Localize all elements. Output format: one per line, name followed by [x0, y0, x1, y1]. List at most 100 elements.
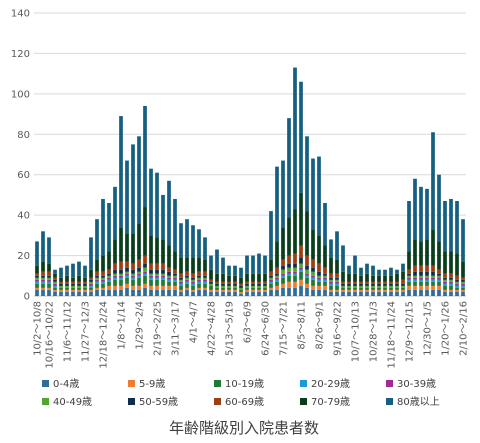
bar-segment: [347, 265, 351, 274]
bar-segment: [431, 229, 435, 266]
bar-segment: [95, 271, 99, 276]
bar-segment: [143, 283, 147, 288]
bar-segment: [287, 267, 291, 272]
bar-segment: [113, 273, 117, 276]
bar-segment: [383, 289, 387, 292]
bar-segment: [149, 279, 153, 286]
bar-segment: [197, 229, 201, 258]
bar-segment: [149, 235, 153, 264]
bar-segment: [53, 289, 57, 292]
x-tick-label: 9/16～9/22: [333, 301, 344, 356]
bar-segment: [161, 269, 165, 274]
bar-segment: [395, 273, 399, 282]
bar-segment: [335, 277, 339, 280]
bar-segment: [335, 259, 339, 274]
bar-segment: [53, 287, 57, 290]
bar-segment: [275, 277, 279, 280]
bar-segment: [449, 289, 453, 292]
bar-segment: [191, 279, 195, 282]
bar-segment: [113, 239, 117, 264]
bar-segment: [419, 289, 423, 296]
bar-segment: [89, 291, 93, 296]
bar-segment: [425, 277, 429, 280]
bar-segment: [113, 279, 117, 286]
bar-segment: [431, 275, 435, 278]
bar-segment: [455, 200, 459, 254]
bar-segment: [95, 219, 99, 260]
bar-segment: [293, 281, 297, 288]
bar-segment: [143, 255, 147, 264]
bar-segment: [197, 287, 201, 290]
bar-segment: [179, 223, 183, 258]
bar-segment: [365, 263, 369, 274]
bar-segment: [71, 263, 75, 278]
x-tick-label: 11/18～11/24: [387, 301, 398, 369]
bar-segment: [413, 285, 417, 290]
bar-segment: [71, 277, 75, 282]
bar-segment: [425, 265, 429, 272]
bar-segment: [329, 281, 333, 284]
bar-segment: [263, 283, 267, 286]
bar-segment: [233, 265, 237, 276]
bar-segment: [365, 289, 369, 292]
bar-segment: [191, 277, 195, 280]
bar-segment: [377, 281, 381, 284]
bar-segment: [437, 275, 441, 278]
bar-segment: [461, 289, 465, 292]
bar-segment: [185, 257, 189, 272]
bar-segment: [353, 255, 357, 274]
bar-segment: [209, 279, 213, 282]
bar-segment: [299, 285, 303, 296]
bar-segment: [239, 285, 243, 288]
bar-segment: [59, 283, 63, 286]
bar-segment: [167, 275, 171, 278]
bar-segment: [455, 253, 459, 276]
bar-segment: [371, 291, 375, 296]
bar-segment: [371, 289, 375, 292]
bar-segment: [221, 283, 225, 286]
bar-segment: [245, 289, 249, 292]
bar-segment: [455, 287, 459, 290]
bar-segment: [311, 158, 315, 230]
bar-segment: [299, 271, 303, 280]
bar-segment: [455, 289, 459, 292]
bar-segment: [281, 275, 285, 278]
bar-segment: [119, 285, 123, 290]
bar-segment: [95, 277, 99, 280]
bar-segment: [383, 287, 387, 290]
bar-segment: [275, 279, 279, 282]
x-tick-label: 2/19～2/25: [153, 301, 164, 356]
x-tick-label: 4/1～4/7: [189, 301, 200, 343]
bar-segment: [185, 281, 189, 284]
bar-segment: [281, 269, 285, 274]
bar-segment: [185, 289, 189, 296]
bar-segment: [299, 257, 303, 264]
bar-segment: [347, 281, 351, 284]
bar-segment: [311, 271, 315, 276]
bar-segment: [287, 271, 291, 274]
bar-segment: [149, 273, 153, 276]
bar-segment: [107, 277, 111, 280]
bar-segment: [335, 279, 339, 282]
bar-segment: [41, 277, 45, 280]
bar-segment: [257, 287, 261, 290]
bar-segment: [65, 291, 69, 296]
bar-segment: [335, 291, 339, 296]
bar-segment: [263, 289, 267, 292]
bar-segment: [221, 287, 225, 290]
bar-segment: [47, 271, 51, 276]
bar-segment: [221, 281, 225, 284]
bar-segment: [41, 231, 45, 262]
bar-segment: [65, 283, 69, 286]
bar-segment: [71, 291, 75, 296]
bar-segment: [113, 263, 117, 270]
bar-segment: [443, 289, 447, 292]
bar-segment: [53, 281, 57, 284]
bar-segment: [317, 263, 321, 272]
bar-segment: [185, 275, 189, 278]
bar-segment: [143, 207, 147, 256]
bar-segment: [101, 279, 105, 282]
bar-segment: [419, 281, 423, 286]
bar-segment: [263, 285, 267, 288]
bar-segment: [131, 277, 135, 280]
